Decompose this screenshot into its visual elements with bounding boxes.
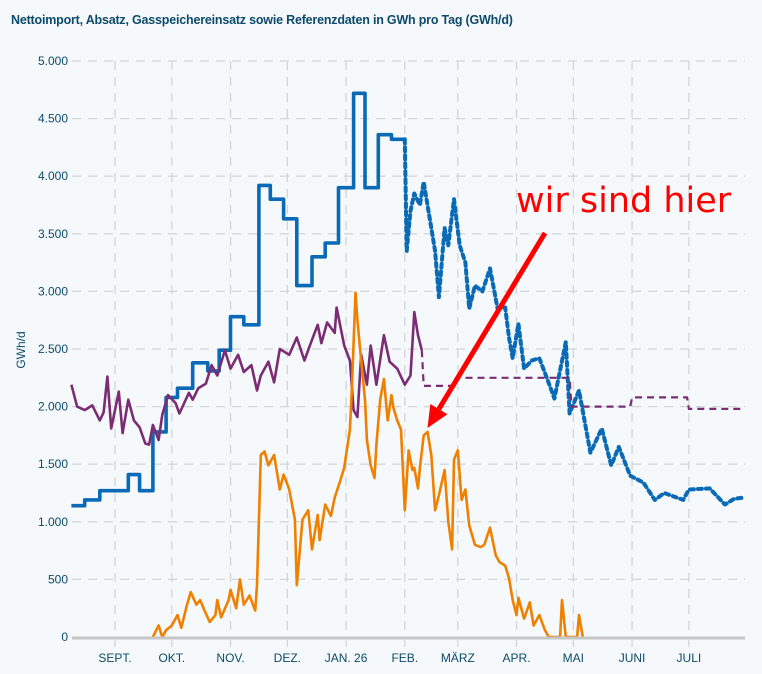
x-tick-label: JULI bbox=[677, 651, 702, 665]
series-line-0 bbox=[71, 91, 405, 508]
x-tick-label: MAI bbox=[563, 651, 584, 665]
y-tick-label: 2.500 bbox=[38, 342, 68, 356]
y-tick-label: 1.500 bbox=[38, 457, 68, 471]
y-tick-label: 3.500 bbox=[38, 227, 68, 241]
x-tick-label: FEB. bbox=[391, 651, 418, 665]
chart-title: Nettoimport, Absatz, Gasspeichereinsatz … bbox=[11, 13, 513, 27]
arrow-shaft bbox=[436, 231, 548, 411]
x-tick-label: JUNI bbox=[619, 651, 646, 665]
series-line-2 bbox=[70, 306, 424, 446]
x-tick-label: JAN. 26 bbox=[325, 651, 368, 665]
y-tick-label: 4.000 bbox=[38, 169, 68, 183]
series-line-1 bbox=[402, 137, 746, 507]
y-axis-label: GWh/d bbox=[14, 331, 28, 368]
annotation-text: wir sind hier bbox=[516, 181, 732, 221]
series-line-4 bbox=[151, 291, 585, 639]
series-line-3 bbox=[420, 350, 744, 410]
grid bbox=[72, 60, 745, 637]
x-tick-label: DEZ. bbox=[274, 651, 301, 665]
annotation: wir sind hier bbox=[427, 181, 732, 428]
x-tick-label: OKT. bbox=[158, 651, 185, 665]
axes: 0 500 1.000 1.500 2.000 2.500 3.000 3.500 4.000 4… bbox=[38, 54, 745, 665]
x-tick-label: APR. bbox=[503, 651, 531, 665]
y-tick-label: 5.000 bbox=[38, 54, 68, 68]
y-tick-label: 500 bbox=[48, 572, 68, 586]
y-tick-label: 2.000 bbox=[38, 400, 68, 414]
y-tick-label: 3.000 bbox=[38, 284, 68, 298]
y-tick-label: 4.500 bbox=[38, 112, 68, 126]
series-group bbox=[70, 91, 746, 639]
y-tick-label: 0 bbox=[61, 630, 68, 644]
arrow-head-icon bbox=[427, 403, 448, 428]
x-tick-label: SEPT. bbox=[98, 651, 131, 665]
x-tick-label: NOV. bbox=[216, 651, 244, 665]
y-tick-label: 1.000 bbox=[38, 515, 68, 529]
x-tick-label: MÄRZ bbox=[441, 651, 475, 665]
